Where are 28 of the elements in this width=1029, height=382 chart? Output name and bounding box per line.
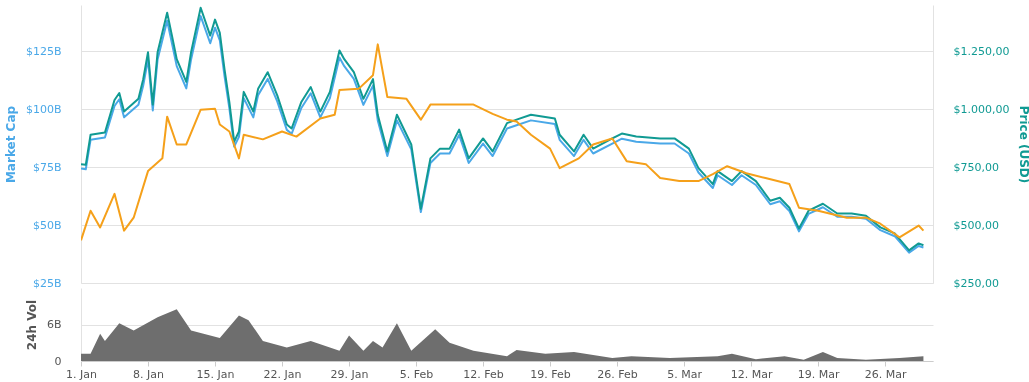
y2-tick-label: $750,00 [953,160,999,174]
x-tick-label: 26. Feb [597,367,638,381]
y2-tick-label: $1.000,00 [953,102,1010,116]
x-tick-label: 8. Jan [133,367,165,381]
x-tick-label: 1. Jan [66,367,97,381]
y2-axis-title: Price (USD) [1017,105,1029,184]
y-tick-label: 6B [46,318,62,331]
x-tick-label: 5. Mar [667,367,703,381]
x-tick-label: 29. Jan [330,367,369,381]
x-tick-label: 12. Mar [730,367,773,381]
x-tick-label: 26. Mar [864,367,907,381]
y-tick-label: $25B [32,276,62,290]
y2-tick-label: $250,00 [953,276,999,290]
y-tick-label: $75B [32,160,62,174]
y-tick-label: $50B [32,218,62,232]
y2-tick-label: $500,00 [953,218,999,232]
y-tick-label: 0 [54,354,62,368]
x-tick-label: 5. Feb [399,367,434,381]
y-axis-title: Market Cap [3,105,18,184]
y2-tick-label: $1.250,00 [953,44,1010,58]
x-tick-label: 15. Jan [196,367,235,381]
x-tick-label: 12. Feb [463,367,504,381]
x-tick-label: 19. Feb [530,367,571,381]
x-tick-label: 22. Jan [263,367,302,381]
y-axis-title: 24h Vol [24,299,39,351]
y-tick-label: $125B [25,44,62,58]
y-tick-label: $100B [25,102,62,116]
x-tick-label: 19. Mar [797,367,840,381]
